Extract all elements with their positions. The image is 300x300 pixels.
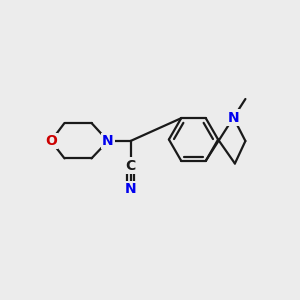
Text: N: N (228, 111, 239, 124)
Text: N: N (102, 134, 114, 148)
Text: N: N (125, 182, 136, 196)
Text: C: C (125, 159, 136, 172)
Text: O: O (45, 134, 57, 148)
